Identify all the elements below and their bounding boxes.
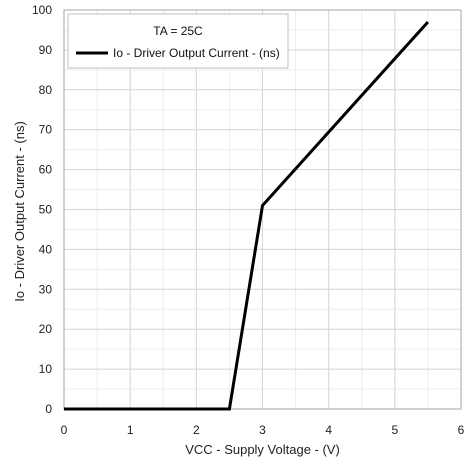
y-tick-label: 40 [39,242,53,256]
y-tick-label: 70 [39,123,53,137]
y-tick-label: 10 [39,362,53,376]
y-tick-label: 30 [39,282,53,296]
y-tick-label: 50 [39,203,53,217]
y-tick-label: 80 [39,83,53,97]
x-tick-label: 2 [193,423,200,437]
legend-series-label: Io - Driver Output Current - (ns) [113,46,280,60]
x-tick-label: 3 [259,423,266,437]
x-tick-label: 0 [61,423,68,437]
x-tick-label: 4 [325,423,332,437]
legend-title: TA = 25C [153,24,203,38]
y-tick-label: 60 [39,163,53,177]
x-axis-title: VCC - Supply Voltage - (V) [185,442,340,457]
x-tick-label: 5 [391,423,398,437]
x-tick-label: 6 [458,423,465,437]
legend: TA = 25C Io - Driver Output Current - (n… [67,13,289,69]
x-tick-label: 1 [127,423,134,437]
y-tick-label: 20 [39,322,53,336]
y-tick-label: 0 [45,402,52,416]
plot-frame [63,9,462,410]
legend-box [67,13,289,69]
y-axis-title: Io - Driver Output Current - (ns) [12,121,27,302]
y-tick-label: 100 [32,3,52,17]
series-line [64,20,430,411]
series-lines [64,20,430,411]
y-tick-label: 90 [39,43,53,57]
